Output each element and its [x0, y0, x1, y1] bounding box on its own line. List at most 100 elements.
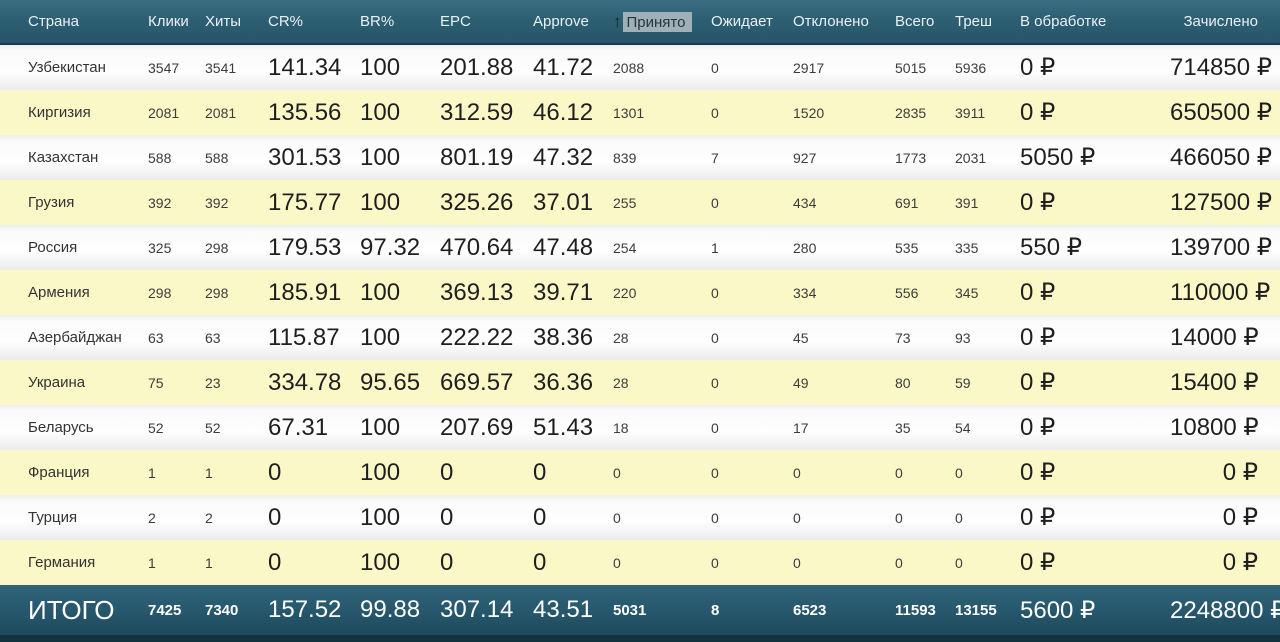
table-body: Узбекистан 3547 3541 141.34 100 201.88 41.72 20…	[0, 45, 1280, 585]
rejected-cell: 49	[793, 374, 809, 391]
accepted-cell: 28	[613, 329, 629, 346]
column-header-total[interactable]: Всего	[895, 13, 935, 30]
epc-cell: 369.13	[440, 278, 514, 306]
column-header-br[interactable]: BR%	[360, 13, 395, 30]
total-cell: 80	[895, 374, 911, 391]
pending-cell: 0	[711, 554, 719, 571]
column-header-hits[interactable]: Хиты	[205, 13, 242, 30]
column-header-pending[interactable]: Ожидает	[711, 13, 773, 30]
accepted-cell: 2088	[613, 59, 645, 76]
pending-cell: 0	[711, 104, 719, 121]
br-cell: 100	[360, 413, 401, 441]
table-totals-row: ИТОГО 7425 7340 157.52 99.88 307.14 43.5…	[0, 585, 1280, 642]
credited-cell: 139700 ₽	[1170, 234, 1273, 261]
table-row: Украина 75 23 334.78 95.65 669.57 36.36 28 0 49 80…	[0, 360, 1280, 405]
br-cell: 100	[360, 278, 401, 306]
rejected-cell: 45	[793, 329, 809, 346]
total-cell: 535	[895, 239, 919, 256]
approve-cell: 46.12	[533, 98, 594, 126]
pending-cell: 0	[711, 59, 719, 76]
rejected-cell: 0	[793, 509, 801, 526]
rejected-cell: 334	[793, 284, 817, 301]
cr-cell: 67.31	[268, 413, 329, 441]
accepted-cell: 1301	[613, 104, 645, 121]
processing-cell: 5050 ₽	[1020, 144, 1096, 171]
country-cell: Россия	[28, 239, 78, 256]
total-cell: 691	[895, 194, 919, 211]
trash-cell: 2031	[955, 149, 987, 166]
total-cell: 2835	[895, 104, 927, 121]
column-header-cr[interactable]: CR%	[268, 13, 304, 30]
table-row: Беларусь 52 52 67.31 100 207.69 51.43 18 0 17 35 54…	[0, 405, 1280, 450]
table-row: Армения 298 298 185.91 100 369.13 39.71 220 0 334…	[0, 270, 1280, 315]
totals-rejected-cell: 6523	[793, 601, 827, 619]
totals-epc-cell: 307.14	[440, 596, 514, 623]
totals-label: ИТОГО	[28, 594, 115, 625]
country-cell: Турция	[28, 509, 78, 526]
column-header-rejected[interactable]: Отклонено	[793, 13, 869, 30]
accepted-cell: 254	[613, 239, 637, 256]
pending-cell: 1	[711, 239, 719, 256]
clicks-cell: 2	[148, 509, 156, 526]
column-header-processing[interactable]: В обработке	[1020, 13, 1107, 30]
country-cell: Германия	[28, 554, 96, 571]
approve-cell: 0	[533, 503, 547, 531]
country-cell: Беларусь	[28, 419, 94, 436]
hits-cell: 23	[205, 374, 221, 391]
epc-cell: 470.64	[440, 233, 514, 261]
trash-cell: 0	[955, 509, 963, 526]
hits-cell: 588	[205, 149, 229, 166]
hits-cell: 392	[205, 194, 229, 211]
processing-cell: 0 ₽	[1020, 279, 1056, 306]
cr-cell: 334.78	[268, 368, 342, 396]
clicks-cell: 2081	[148, 104, 180, 121]
cr-cell: 0	[268, 503, 282, 531]
column-header-accepted[interactable]: ↑ Принято	[613, 11, 711, 32]
br-cell: 100	[360, 98, 401, 126]
credited-cell: 650500 ₽	[1170, 99, 1273, 126]
br-cell: 97.32	[360, 233, 421, 261]
total-cell: 35	[895, 419, 911, 436]
column-header-credited[interactable]: Зачислено	[1183, 13, 1259, 30]
rejected-cell: 927	[793, 149, 817, 166]
clicks-cell: 3547	[148, 59, 180, 76]
pending-cell: 0	[711, 374, 719, 391]
rejected-cell: 0	[793, 464, 801, 481]
br-cell: 95.65	[360, 368, 421, 396]
credited-cell: 0 ₽	[1222, 504, 1258, 531]
processing-cell: 0 ₽	[1020, 99, 1056, 126]
accepted-cell: 839	[613, 149, 637, 166]
credited-cell: 0 ₽	[1222, 549, 1258, 576]
cr-cell: 179.53	[268, 233, 342, 261]
column-header-trash[interactable]: Треш	[955, 13, 993, 30]
clicks-cell: 588	[148, 149, 172, 166]
trash-cell: 335	[955, 239, 979, 256]
epc-cell: 201.88	[440, 53, 514, 81]
credited-cell: 15400 ₽	[1170, 369, 1259, 396]
accepted-cell: 220	[613, 284, 637, 301]
table-row: Киргизия 2081 2081 135.56 100 312.59 46.12 1301…	[0, 90, 1280, 135]
br-cell: 100	[360, 323, 401, 351]
totals-credited-cell: 2248800 ₽	[1170, 596, 1280, 624]
table-row: Германия 1 1 0 100 0 0 0 0 0 0 0 0 ₽ 0 ₽	[0, 540, 1280, 585]
epc-cell: 207.69	[440, 413, 514, 441]
accepted-cell: 0	[613, 464, 621, 481]
processing-cell: 0 ₽	[1020, 54, 1056, 81]
processing-cell: 0 ₽	[1020, 189, 1056, 216]
trash-cell: 5936	[955, 59, 987, 76]
trash-cell: 93	[955, 329, 971, 346]
accepted-cell: 28	[613, 374, 629, 391]
column-header-clicks[interactable]: Клики	[148, 13, 189, 30]
cr-cell: 185.91	[268, 278, 342, 306]
cr-cell: 0	[268, 548, 282, 576]
column-header-approve[interactable]: Approve	[533, 13, 589, 30]
column-header-country[interactable]: Страна	[28, 13, 80, 30]
approve-cell: 0	[533, 548, 547, 576]
column-header-epc[interactable]: EPC	[440, 13, 471, 30]
hits-cell: 2	[205, 509, 213, 526]
trash-cell: 391	[955, 194, 979, 211]
approve-cell: 39.71	[533, 278, 594, 306]
accepted-cell: 0	[613, 554, 621, 571]
trash-cell: 0	[955, 554, 963, 571]
